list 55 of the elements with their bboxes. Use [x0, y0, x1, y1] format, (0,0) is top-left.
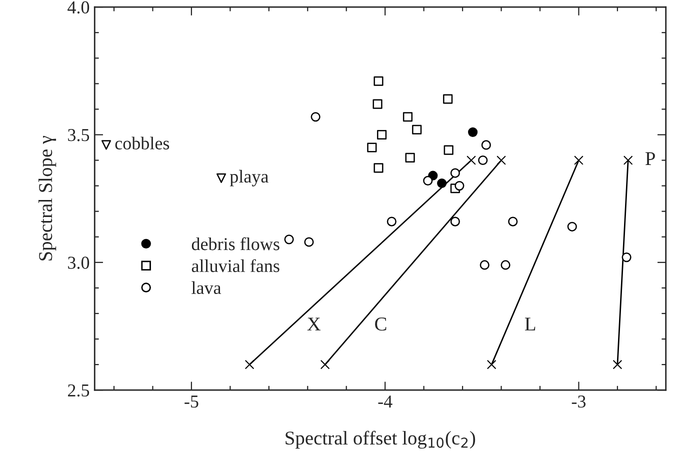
point [423, 176, 433, 186]
point [622, 252, 632, 262]
point [412, 124, 422, 134]
series-label: L [524, 318, 536, 330]
x-tick-label: -5 [184, 396, 198, 408]
point [374, 163, 384, 173]
annotation: playa [230, 170, 268, 186]
point [612, 360, 622, 370]
x-axis-title: Spectral offset log$_{10}$(c$_{2}$) [286, 430, 476, 449]
point [310, 112, 320, 122]
y-tick-label: 4.0 [68, 1, 90, 14]
x-tick-label: -4 [378, 396, 392, 408]
point [567, 222, 577, 232]
point [386, 216, 396, 226]
point [454, 181, 464, 191]
point [486, 360, 496, 370]
point [374, 76, 384, 86]
point [481, 140, 491, 150]
point [496, 156, 506, 165]
series-label: C [375, 318, 386, 331]
point [500, 260, 510, 270]
point [468, 127, 478, 137]
point [443, 94, 453, 104]
point [478, 155, 488, 166]
point [284, 234, 294, 244]
point [304, 237, 314, 247]
annotation: cobbles [115, 136, 170, 150]
legend-label: debris flows [192, 237, 280, 250]
point [405, 152, 415, 163]
y-tick-label: 3.5 [68, 129, 90, 142]
point [450, 168, 460, 178]
y-axis-title: Spectral Slope γ [38, 136, 56, 260]
legend-label: alluvial fans [192, 259, 280, 272]
legend-label: lava [192, 281, 222, 294]
point [244, 360, 254, 370]
point [101, 140, 112, 150]
point [402, 112, 413, 122]
point [437, 178, 447, 188]
point [367, 142, 377, 152]
point [623, 156, 633, 165]
series-label: P [645, 152, 655, 165]
point [574, 156, 584, 165]
point [216, 173, 226, 183]
point [372, 99, 382, 109]
x-tick-label: -3 [572, 396, 586, 408]
point [444, 145, 454, 155]
y-tick-label: 3.0 [68, 256, 90, 269]
series-label: X [307, 318, 321, 330]
point [320, 360, 330, 370]
point [377, 130, 387, 140]
point [450, 216, 460, 226]
point [480, 260, 490, 270]
point [508, 216, 518, 226]
point [466, 156, 476, 165]
y-tick-label: 2.5 [68, 384, 90, 397]
